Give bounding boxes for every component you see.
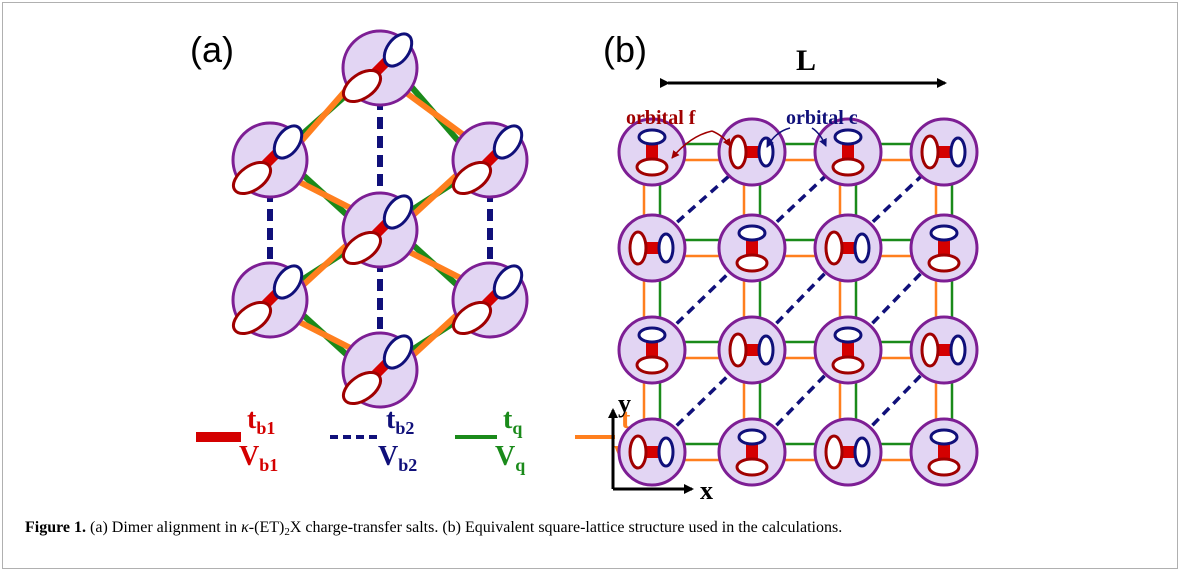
orbital-c-ellipse [949,136,967,168]
orbital-f-ellipse [831,157,865,177]
orbital-f-arrow-2 [711,130,731,147]
orbital-f-ellipse [728,332,748,368]
dimer-bond [746,442,758,462]
orbital-f-ellipse [451,160,493,196]
caption-figure-label: Figure 1. [25,519,87,536]
legend: tb1Vb1tb2Vb2tqVqtpVp [196,404,643,475]
orbital-f-ellipse [824,434,844,470]
caption-sub2: 2 [284,526,290,538]
blue-dashed-bond [664,364,740,438]
orbital-c-ellipse [757,334,775,366]
panel-a-label: (a) [190,29,234,70]
orbital-f-ellipse [341,68,383,104]
legend-v-label: Vb2 [378,441,417,475]
dimer-bond [646,142,658,162]
orbital-c-arrow-2 [811,127,827,147]
dimer-bond [842,340,854,360]
orbital-f-ellipse [735,457,769,477]
legend-t-label: tb1 [247,404,275,438]
orbital-f-ellipse [231,160,273,196]
orbital-c-ellipse [833,128,863,146]
caption-part1: (a) Dimer alignment in [86,519,242,536]
panel-b-label: (b) [603,29,647,70]
orbital-f-ellipse [735,253,769,273]
legend-t-label: tq [503,404,522,438]
orbital-c-ellipse [382,32,414,68]
blue-dashed-bond [860,262,932,336]
orbital-f-ellipse [341,370,383,406]
blue-dashed-bond [664,262,740,336]
blue-dashed-bond [860,166,932,234]
orbital-f-arrow-1 [671,130,713,159]
legend-v-label: Vq [495,441,525,475]
orbital-c-ellipse [853,436,871,468]
orbital-c-ellipse [492,264,524,300]
orbital-f-ellipse [920,134,940,170]
dimer-bond [746,238,758,258]
orbital-f-ellipse [635,157,669,177]
orbital-f-ellipse [920,332,940,368]
caption-kappa: κ [241,519,249,536]
orbital-c-ellipse [637,326,667,344]
panel-b: (b) L orbital f orbital c y x [603,29,979,505]
orbital-c-ellipse [657,232,675,264]
orbital-f-ellipse [451,300,493,336]
caption-part3: X charge-transfer salts. (b) Equivalent … [289,519,843,536]
panel-b-bonds [642,142,954,462]
orbital-c-ellipse [853,232,871,264]
orbital-c-arrow-1 [766,127,791,148]
orbital-f-label: orbital f [626,107,696,129]
orbital-f-ellipse [341,230,383,266]
panel-a-dimers [231,29,529,409]
orbital-f-ellipse [231,300,273,336]
dimer-bond [842,142,854,162]
orbital-c-ellipse [492,124,524,160]
blue-dashed-bond [860,364,932,438]
legend-v-label: Vb1 [239,441,278,475]
orbital-c-ellipse [833,326,863,344]
length-label: L [796,44,816,77]
orbital-c-ellipse [929,224,959,242]
orbital-c-ellipse [637,128,667,146]
x-axis-label: x [700,476,713,505]
orbital-c-label: orbital c [786,107,858,129]
orbital-f-ellipse [927,253,961,273]
orbital-c-ellipse [272,264,304,300]
orbital-f-ellipse [824,230,844,266]
orbital-c-ellipse [272,124,304,160]
orbital-f-ellipse [831,355,865,375]
orbital-c-ellipse [757,136,775,168]
dimer-bond [646,340,658,360]
y-axis-label: y [618,389,631,418]
orbital-c-ellipse [737,428,767,446]
orbital-f-ellipse [728,134,748,170]
orbital-f-ellipse [927,457,961,477]
dimer-bond [938,442,950,462]
orbital-f-ellipse [628,230,648,266]
orbital-c-ellipse [949,334,967,366]
caption-part2: -(ET) [248,519,285,536]
panel-b-dimers [617,117,979,487]
panel-a: (a) tb1Vb1tb2Vb2tqVqtpVp [190,29,643,475]
orbital-f-ellipse [628,434,648,470]
blue-dashed-bond [764,262,836,336]
blue-dashed-bond [764,166,836,234]
orbital-c-ellipse [929,428,959,446]
dimer-bond [938,238,950,258]
orbital-c-ellipse [382,334,414,370]
blue-dashed-bond [764,364,836,438]
blue-dashed-bond [664,166,740,234]
orbital-c-ellipse [382,194,414,230]
orbital-c-ellipse [657,436,675,468]
orbital-f-ellipse [635,355,669,375]
legend-t-label: tb2 [386,404,414,438]
figure-caption: Figure 1. (a) Dimer alignment in κ-(ET)2… [25,519,1165,538]
orbital-c-ellipse [737,224,767,242]
